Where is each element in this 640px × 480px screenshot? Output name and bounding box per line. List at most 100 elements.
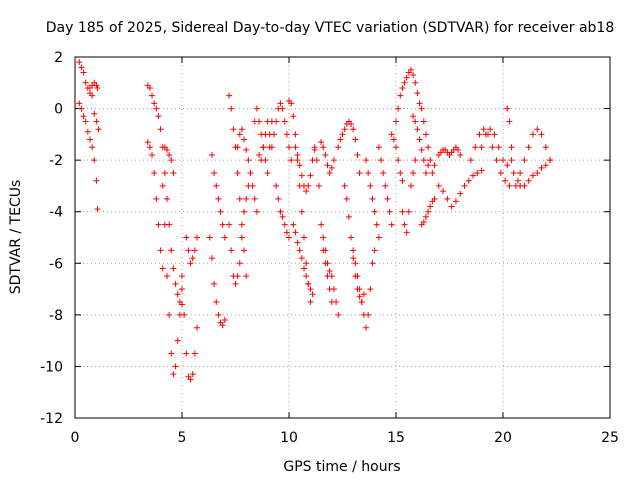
data-point <box>213 182 220 189</box>
data-point <box>307 172 314 179</box>
data-point <box>170 170 177 177</box>
series-sat-z <box>341 182 367 305</box>
data-point <box>465 177 472 184</box>
data-point <box>305 182 312 189</box>
data-point <box>514 177 521 184</box>
data-point <box>476 131 483 138</box>
data-point <box>401 79 408 86</box>
data-point <box>256 151 263 158</box>
x-axis-label: GPS time / hours <box>283 459 400 475</box>
data-point <box>399 208 406 215</box>
data-point <box>482 131 489 138</box>
series-sat-p <box>256 118 275 164</box>
data-point <box>478 167 485 174</box>
data-point <box>350 247 357 254</box>
series-sat-aa <box>350 247 378 331</box>
data-point <box>371 247 378 254</box>
data-point <box>365 170 372 177</box>
y-axis-label: SDTVAR / TECUs <box>8 180 24 295</box>
x-tick-label: 25 <box>601 430 619 446</box>
data-point <box>172 363 179 370</box>
data-point <box>506 182 513 189</box>
data-point <box>238 221 245 228</box>
data-point <box>219 221 226 228</box>
data-point <box>241 208 248 215</box>
data-point <box>251 195 258 202</box>
data-point <box>427 203 434 210</box>
data-point <box>93 82 100 89</box>
series-sat-ai <box>418 195 438 228</box>
data-point <box>303 188 310 195</box>
data-point <box>348 121 355 128</box>
data-point <box>91 157 98 164</box>
data-point <box>172 280 179 287</box>
data-point <box>412 157 419 164</box>
data-point <box>420 219 427 226</box>
data-point <box>157 247 164 254</box>
data-point <box>189 255 196 262</box>
data-point <box>403 229 410 236</box>
data-point <box>228 247 235 254</box>
data-point <box>542 162 549 169</box>
data-point <box>151 170 158 177</box>
data-point <box>166 311 173 318</box>
data-point <box>286 144 292 151</box>
y-tick-label: 2 <box>54 50 63 66</box>
data-point <box>296 247 303 254</box>
data-point <box>91 110 98 117</box>
series-sat-x <box>320 234 342 318</box>
data-point <box>191 247 198 254</box>
data-point <box>335 311 342 318</box>
data-point <box>395 157 402 164</box>
data-point <box>305 280 312 287</box>
data-point <box>491 131 498 138</box>
data-point <box>393 144 399 151</box>
chart-title: Day 185 of 2025, Sidereal Day-to-day VTE… <box>46 20 615 36</box>
data-point <box>303 273 310 280</box>
data-point <box>422 213 429 220</box>
data-point <box>365 311 372 318</box>
series-sat-ak <box>435 167 485 210</box>
data-point <box>425 162 432 169</box>
data-point <box>418 146 425 153</box>
data-point <box>547 157 554 164</box>
data-point <box>170 265 177 272</box>
data-point <box>155 113 162 120</box>
data-point <box>82 79 89 86</box>
series-sat-i <box>183 234 200 267</box>
data-point <box>508 144 515 151</box>
data-point <box>236 260 243 267</box>
data-point <box>187 260 194 267</box>
data-point <box>292 131 299 138</box>
data-point <box>234 170 241 177</box>
data-point <box>241 247 248 254</box>
data-point <box>159 265 166 272</box>
data-point <box>187 376 194 383</box>
data-point <box>322 247 329 254</box>
data-point <box>234 273 241 280</box>
data-point <box>399 84 406 91</box>
data-point <box>292 144 299 151</box>
data-point <box>500 157 506 164</box>
series-sat-ab <box>363 157 382 241</box>
data-point <box>271 131 278 138</box>
data-point <box>215 195 222 202</box>
data-point <box>300 265 307 272</box>
data-point <box>452 198 459 205</box>
data-point <box>179 301 185 308</box>
data-point <box>193 324 200 331</box>
data-point <box>529 131 536 138</box>
data-point <box>330 286 337 293</box>
data-point <box>264 170 271 177</box>
data-point <box>232 280 239 287</box>
y-tick-label: -10 <box>40 359 63 375</box>
data-point <box>525 144 532 151</box>
series-sat-c <box>86 79 101 91</box>
data-point <box>399 177 406 184</box>
data-point <box>444 195 451 202</box>
data-point <box>457 190 464 197</box>
series-sat-e <box>144 139 166 272</box>
data-point <box>416 100 423 107</box>
data-point <box>153 195 160 202</box>
data-point <box>164 146 171 153</box>
